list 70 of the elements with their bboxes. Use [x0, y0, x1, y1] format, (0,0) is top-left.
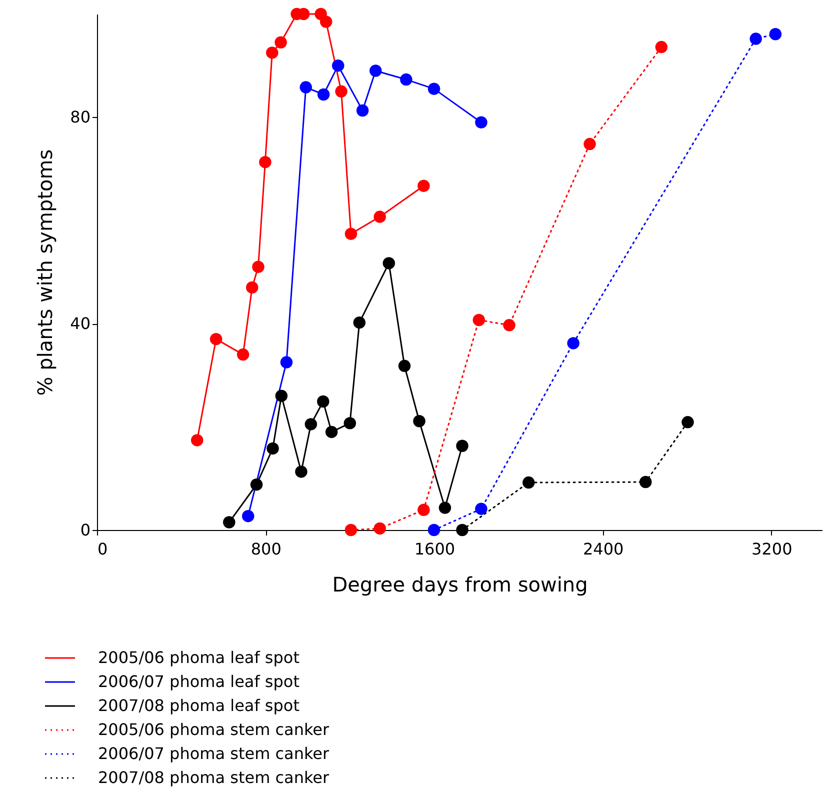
point	[639, 476, 652, 488]
legend-label: 2006/07 phoma stem canker	[98, 744, 330, 763]
point	[475, 116, 488, 128]
point	[344, 524, 358, 536]
point	[274, 36, 287, 48]
point	[374, 210, 386, 223]
point	[356, 104, 369, 117]
point	[418, 180, 430, 192]
point	[374, 522, 386, 535]
point	[332, 59, 344, 72]
point	[428, 524, 440, 536]
point	[398, 360, 411, 372]
legend-label: 2007/08 phoma stem canker	[98, 768, 330, 787]
point	[438, 502, 452, 514]
x-tick-label: 2400	[582, 540, 624, 558]
x-tick-label: 0	[98, 540, 108, 558]
y-axis-title: % plants with symptoms	[33, 149, 58, 396]
y-tick-label: 80	[70, 108, 90, 127]
point	[400, 73, 412, 86]
point	[567, 337, 580, 350]
point	[335, 85, 348, 98]
point	[456, 440, 468, 452]
x-tick-label: 800	[250, 540, 282, 558]
point	[280, 356, 293, 368]
point	[353, 316, 366, 329]
point	[655, 40, 668, 54]
point	[210, 332, 222, 346]
point	[266, 442, 279, 455]
legend-label: 2006/07 phoma leaf spot	[98, 672, 300, 691]
point	[300, 81, 312, 94]
x-tick-label: 3200	[752, 540, 792, 558]
point	[246, 281, 258, 294]
point	[259, 156, 272, 168]
x-axis-title: Degree days from sowing	[332, 572, 588, 596]
point	[369, 64, 382, 77]
point	[236, 348, 250, 361]
point	[295, 466, 308, 478]
point	[769, 28, 782, 40]
y-tick-label: 0	[80, 520, 90, 540]
point	[503, 319, 516, 332]
point	[428, 82, 440, 95]
point	[382, 257, 396, 270]
point	[250, 478, 263, 491]
x-tick-label: 1600	[414, 540, 456, 558]
point	[456, 524, 468, 536]
point	[344, 228, 358, 240]
y-tick-label: 40	[70, 314, 90, 334]
point	[223, 516, 236, 528]
point	[242, 510, 254, 522]
point	[275, 390, 288, 402]
point	[584, 138, 596, 150]
point	[190, 434, 204, 446]
point	[266, 46, 278, 59]
point	[317, 88, 330, 101]
point	[522, 476, 535, 489]
point	[413, 415, 426, 428]
legend-label: 2005/06 phoma leaf spot	[98, 648, 300, 667]
point	[317, 395, 330, 408]
point	[418, 504, 430, 516]
point	[325, 426, 338, 438]
point	[472, 314, 486, 326]
point	[475, 502, 488, 515]
point	[320, 16, 332, 28]
point	[252, 260, 264, 273]
point	[750, 32, 762, 45]
point	[682, 416, 694, 428]
point	[304, 418, 318, 430]
legend-label: 2007/08 phoma leaf spot	[98, 696, 300, 715]
point	[344, 417, 356, 430]
legend-label: 2005/06 phoma stem canker	[98, 720, 330, 739]
